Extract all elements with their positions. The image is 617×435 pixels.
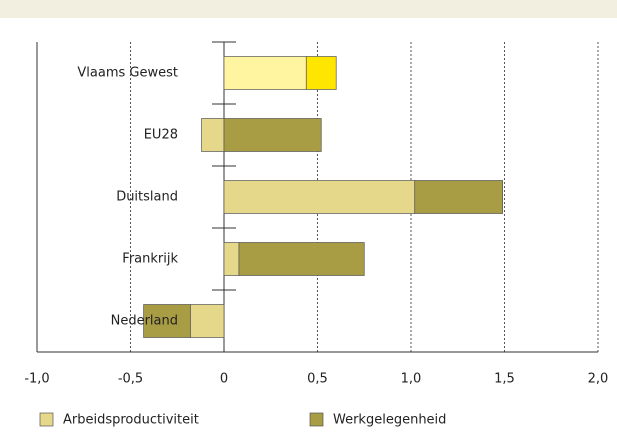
x-tick-label: -0,5 bbox=[118, 372, 143, 387]
x-tick-label: 1,5 bbox=[494, 372, 515, 387]
header-band bbox=[0, 0, 617, 18]
bar bbox=[414, 180, 503, 214]
bar bbox=[238, 242, 365, 276]
x-tick-label: 1,0 bbox=[401, 372, 422, 387]
x-tick-label: 0 bbox=[220, 372, 228, 387]
bar bbox=[201, 118, 225, 152]
bar bbox=[223, 180, 416, 214]
y-tick-label: Nederland bbox=[111, 314, 178, 329]
legend-label: Arbeidsproductiviteit bbox=[63, 413, 199, 428]
bar bbox=[223, 56, 307, 90]
bar bbox=[143, 304, 191, 338]
bar bbox=[189, 304, 225, 338]
legend-swatch bbox=[39, 412, 54, 427]
y-tick-label: Duitsland bbox=[116, 190, 178, 205]
bar bbox=[223, 242, 240, 276]
legend-label: Werkgelegenheid bbox=[333, 413, 446, 428]
x-tick-label: 0,5 bbox=[307, 372, 328, 387]
y-tick-label: Frankrijk bbox=[122, 252, 178, 267]
x-tick-label: -1,0 bbox=[24, 372, 49, 387]
y-tick-label: EU28 bbox=[144, 128, 178, 143]
x-tick-label: 2,0 bbox=[588, 372, 609, 387]
bar bbox=[223, 118, 322, 152]
bar bbox=[305, 56, 337, 90]
legend-swatch bbox=[309, 412, 324, 427]
y-tick-label: Vlaams Gewest bbox=[77, 66, 178, 81]
